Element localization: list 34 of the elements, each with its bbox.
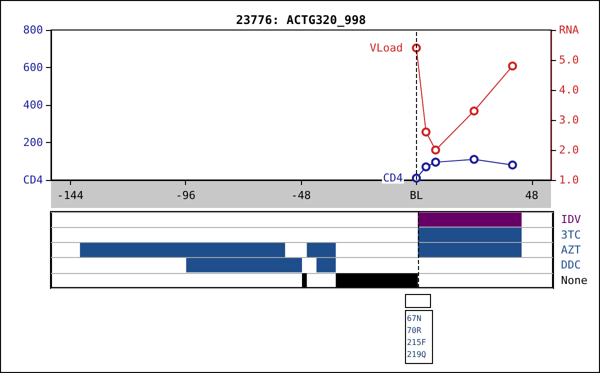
text: 67N 70R 215F 219Q — [404, 310, 433, 364]
point — [508, 160, 518, 170]
x-tick-label: -48 — [291, 189, 311, 202]
y-tick-label: 600 — [23, 61, 43, 74]
point — [431, 146, 440, 154]
y-tick-label: AZT — [561, 244, 582, 256]
y-tick-label: IDV — [561, 213, 582, 226]
y2-tick-label: 1.0 — [559, 174, 579, 186]
point — [470, 106, 479, 116]
point — [422, 162, 430, 172]
x-tick-label: -96 — [176, 189, 196, 202]
y2-tick-label: 3.0 — [559, 114, 579, 126]
y2-tick-label: 5.0 — [559, 54, 579, 66]
y-tick-label: DDC — [561, 258, 581, 272]
x-tick-label: -144 — [56, 189, 84, 202]
y-tick-label: None — [561, 274, 588, 287]
series-label: VLoad — [370, 42, 403, 54]
chart-title: 23776: ACTG320_998 — [236, 13, 366, 27]
y-tick-label: 200 — [23, 136, 43, 149]
y2-tick-label: RNA — [559, 24, 580, 36]
point — [508, 62, 518, 70]
series-label: CD4 — [383, 172, 404, 185]
y2-tick-label: 4.0 — [559, 84, 579, 96]
point — [422, 128, 430, 136]
y-tick-label: CD4 — [23, 174, 44, 186]
bar — [418, 212, 522, 227]
point — [470, 154, 479, 164]
y-tick-label: 800 — [23, 24, 43, 36]
y-tick-label: 400 — [23, 98, 43, 112]
point — [431, 158, 440, 167]
y-tick-label: 3TC — [561, 228, 581, 242]
x-tick-label: BL — [410, 189, 424, 202]
y2-tick-label: 2.0 — [559, 144, 579, 156]
x-tick-label: 48 — [525, 189, 538, 202]
